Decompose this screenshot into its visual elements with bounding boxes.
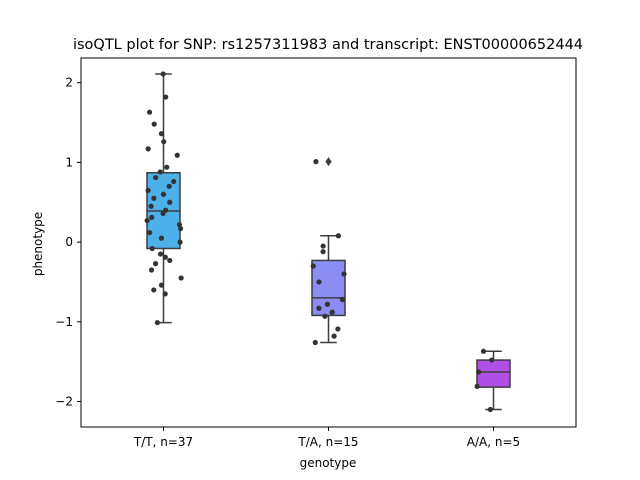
data-point: [487, 406, 493, 413]
data-point: [148, 267, 155, 273]
data-point: [163, 94, 169, 100]
data-point: [171, 178, 177, 185]
data-point: [151, 121, 157, 127]
data-point: [158, 131, 165, 137]
data-point: [489, 357, 495, 363]
data-point: [335, 326, 341, 332]
y-tick-label: −2: [55, 394, 73, 408]
data-point: [160, 210, 166, 217]
data-point: [331, 333, 337, 339]
data-point: [160, 191, 167, 197]
data-point: [178, 275, 184, 281]
data-point: [335, 233, 342, 239]
y-tick-label: 0: [65, 235, 73, 249]
data-point: [167, 257, 173, 264]
data-point: [176, 221, 183, 228]
data-point: [158, 282, 165, 288]
data-point: [316, 279, 322, 285]
data-point: [148, 203, 154, 209]
data-point: [480, 348, 487, 354]
x-tick-label: T/A, n=15: [297, 435, 358, 449]
y-tick-label: 1: [65, 155, 73, 169]
y-tick-label: −1: [55, 315, 73, 329]
box-iqr: [476, 359, 511, 388]
data-point: [149, 245, 155, 252]
data-point: [316, 305, 322, 311]
data-point: [312, 339, 318, 346]
data-point: [322, 313, 328, 319]
data-point: [329, 309, 335, 315]
x-tick-label: A/A, n=5: [467, 435, 520, 449]
data-point: [154, 319, 160, 326]
data-point: [162, 291, 168, 297]
data-point: [164, 164, 170, 170]
chart-title: isoQTL plot for SNP: rs1257311983 and tr…: [73, 37, 583, 53]
data-point: [147, 229, 153, 236]
data-point: [162, 254, 168, 260]
data-point: [339, 296, 346, 303]
data-point: [320, 249, 326, 255]
data-point: [151, 287, 157, 293]
outlier-marker: [325, 157, 332, 167]
data-point: [145, 146, 151, 152]
data-point: [310, 263, 316, 269]
data-point: [158, 235, 165, 241]
data-point: [157, 169, 163, 175]
data-point: [177, 225, 184, 232]
data-point: [341, 271, 347, 277]
data-point: [153, 174, 159, 181]
data-point: [161, 139, 167, 145]
x-axis-label: genotype: [300, 456, 357, 470]
data-point: [144, 217, 150, 224]
y-axis-label: phenotype: [31, 212, 45, 276]
data-point: [324, 301, 331, 307]
data-point: [474, 383, 480, 389]
data-point: [145, 187, 151, 193]
data-point: [177, 239, 183, 245]
data-point: [152, 261, 159, 267]
data-point: [146, 109, 153, 115]
data-point: [313, 159, 319, 165]
data-point: [157, 251, 164, 257]
plot-area: [144, 71, 511, 413]
data-point: [149, 214, 155, 220]
data-point: [174, 152, 180, 158]
data-point: [476, 369, 482, 375]
data-point: [160, 71, 166, 77]
x-tick-label: T/T, n=37: [133, 435, 193, 449]
y-tick-label: 2: [65, 76, 73, 90]
data-point: [151, 195, 157, 201]
data-point: [166, 183, 172, 189]
data-point: [167, 199, 173, 205]
data-point: [320, 243, 326, 249]
